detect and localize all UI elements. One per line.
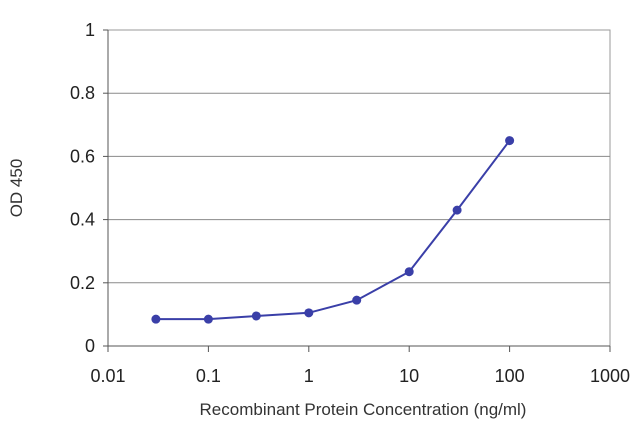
- x-axis-title: Recombinant Protein Concentration (ng/ml…: [200, 400, 527, 419]
- x-tick-label: 0.01: [90, 366, 125, 386]
- x-tick-label: 100: [495, 366, 525, 386]
- data-point: [404, 267, 414, 277]
- y-tick-labels: 0 0.2 0.4 0.6 0.8 1: [70, 20, 95, 356]
- axes: [103, 29, 611, 352]
- data-point: [452, 205, 462, 215]
- data-point: [251, 311, 261, 321]
- y-axis-title: OD 450: [7, 159, 26, 218]
- gridlines: [108, 92, 610, 284]
- data-point: [304, 308, 314, 318]
- x-tick-label: 0.1: [196, 366, 221, 386]
- y-tick-label: 1: [85, 20, 95, 40]
- y-tick-label: 0.2: [70, 273, 95, 293]
- y-tick-label: 0.4: [70, 210, 95, 230]
- x-tick-label: 1000: [590, 366, 630, 386]
- series-line: [155, 139, 511, 321]
- data-point: [505, 136, 515, 146]
- data-point: [203, 314, 213, 324]
- x-tick-labels: 0.01 0.1 1 10 100 1000: [90, 366, 630, 386]
- data-point: [352, 295, 362, 305]
- y-tick-label: 0: [85, 336, 95, 356]
- data-point: [151, 314, 161, 324]
- plot-area: [107, 29, 611, 347]
- y-tick-label: 0.8: [70, 83, 95, 103]
- series-layer: [151, 136, 515, 324]
- y-tick-label: 0.6: [70, 146, 95, 166]
- x-tick-label: 10: [399, 366, 419, 386]
- x-tick-label: 1: [304, 366, 314, 386]
